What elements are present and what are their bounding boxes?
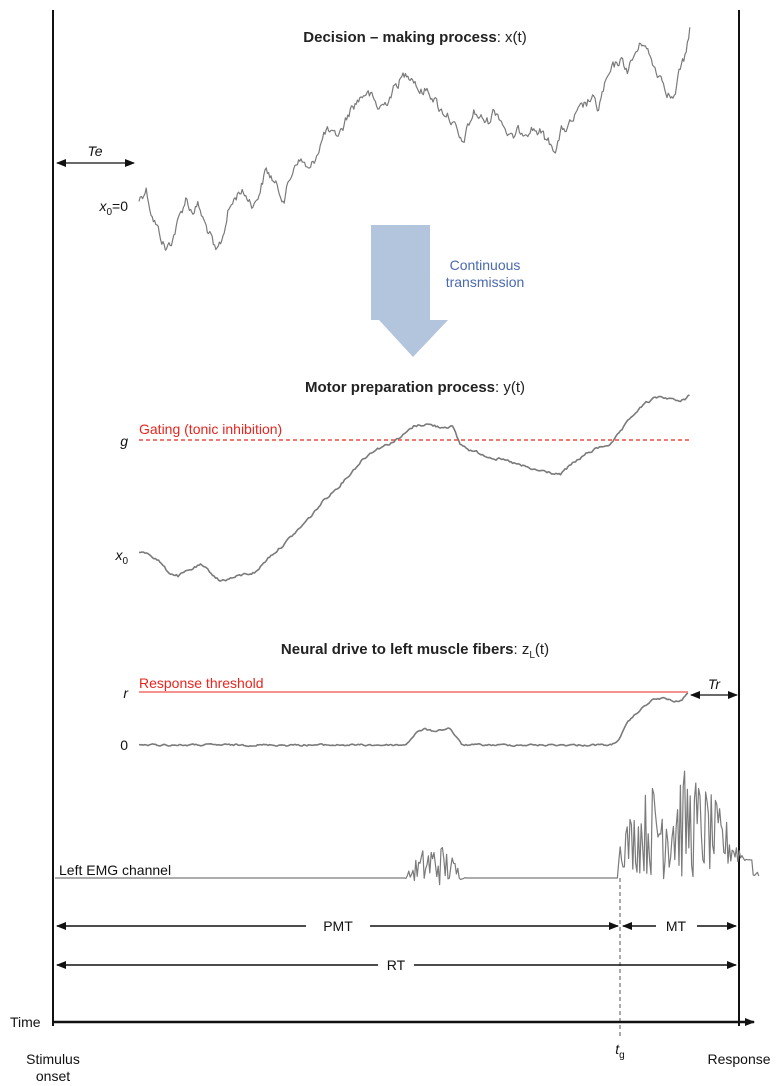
response-label: Response: [707, 1051, 770, 1067]
stimulus-label-1: Stimulus: [26, 1051, 80, 1067]
decision-title: Decision – making process: x(t): [303, 29, 526, 46]
down-arrow-icon: [371, 225, 448, 357]
x0-motor-label: x0: [114, 547, 128, 567]
tg-label: tg: [615, 1041, 624, 1061]
emg-trace: [55, 770, 760, 886]
rt-label: RT: [387, 957, 406, 973]
te-label: Te: [87, 143, 102, 159]
tr-label: Tr: [708, 676, 722, 692]
pmt-label: PMT: [323, 918, 353, 934]
motor-title: Motor preparation process: y(t): [305, 379, 525, 396]
gating-label: Gating (tonic inhibition): [139, 421, 282, 437]
mt-label: MT: [666, 918, 687, 934]
stimulus-label-2: onset: [36, 1068, 70, 1084]
r-label: r: [123, 685, 129, 701]
motor-trace: [138, 394, 690, 582]
threshold-label: Response threshold: [139, 675, 264, 691]
emg-label: Left EMG channel: [59, 862, 171, 878]
transmission-label-2: transmission: [446, 274, 525, 290]
zero-label: 0: [120, 737, 128, 753]
transmission-label-1: Continuous: [450, 257, 521, 273]
drive-trace: [138, 692, 689, 748]
g-label: g: [120, 433, 128, 449]
decision-trace: [138, 27, 691, 251]
time-label: Time: [10, 1014, 41, 1030]
x0-start-label: x0=0: [98, 198, 128, 218]
drive-title: Neural drive to left muscle fibers: zL(t…: [281, 641, 549, 661]
